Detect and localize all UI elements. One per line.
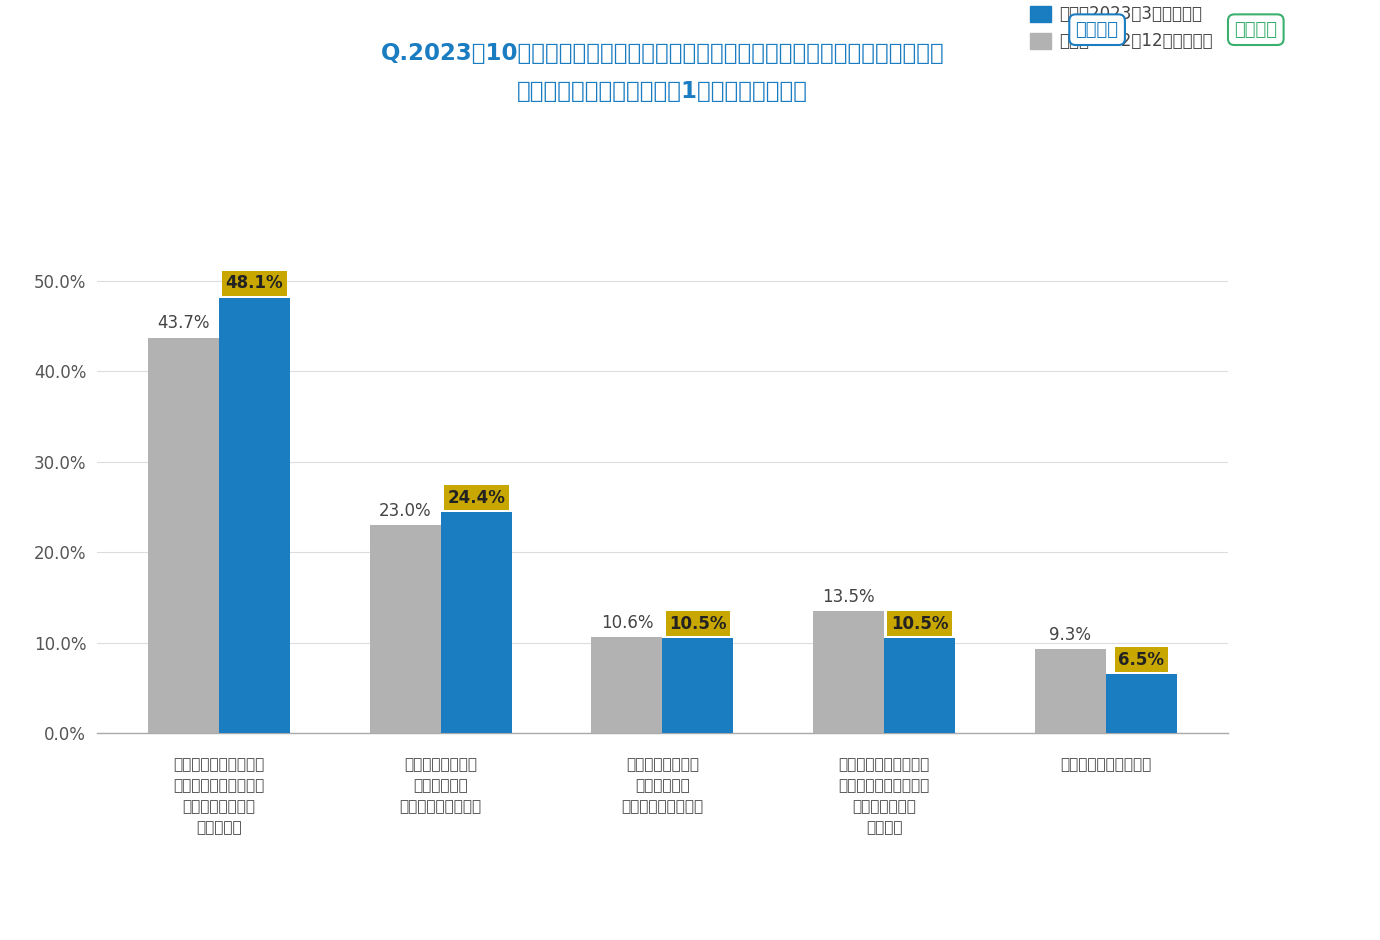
Bar [813,611,885,733]
Bar [148,337,219,733]
Text: あなたの状況に近いものを1つ選択ください。: あなたの状況に近いものを1つ選択ください。 [518,80,807,102]
Text: 10.6%: 10.6% [600,614,653,632]
Bar [219,298,290,733]
Text: 10.5%: 10.5% [891,615,948,633]
Bar [440,512,512,733]
Legend: 今回：2023年3月実施調査, 前回：2022年12月実施調査: 今回：2023年3月実施調査, 前回：2022年12月実施調査 [1023,0,1220,57]
Text: 24.4%: 24.4% [447,489,505,507]
Text: 楽楽精算: 楽楽精算 [1075,21,1119,39]
Bar [1105,674,1177,733]
Text: 9.3%: 9.3% [1049,626,1092,644]
Text: 23.0%: 23.0% [380,502,432,520]
Text: 43.7%: 43.7% [157,314,210,332]
Text: 48.1%: 48.1% [226,274,283,292]
Text: 13.5%: 13.5% [822,588,875,605]
Bar [370,525,440,733]
Bar [885,638,955,733]
Text: Q.2023年10月に開始される適格請求書等保存方式（インボイス制度）について、: Q.2023年10月に開始される適格請求書等保存方式（インボイス制度）について、 [381,42,944,65]
Bar [662,638,733,733]
Text: 楽楽明細: 楽楽明細 [1234,21,1278,39]
Bar [592,637,662,733]
Bar [1035,649,1105,733]
Text: 6.5%: 6.5% [1118,650,1165,669]
Text: 10.5%: 10.5% [669,615,727,633]
